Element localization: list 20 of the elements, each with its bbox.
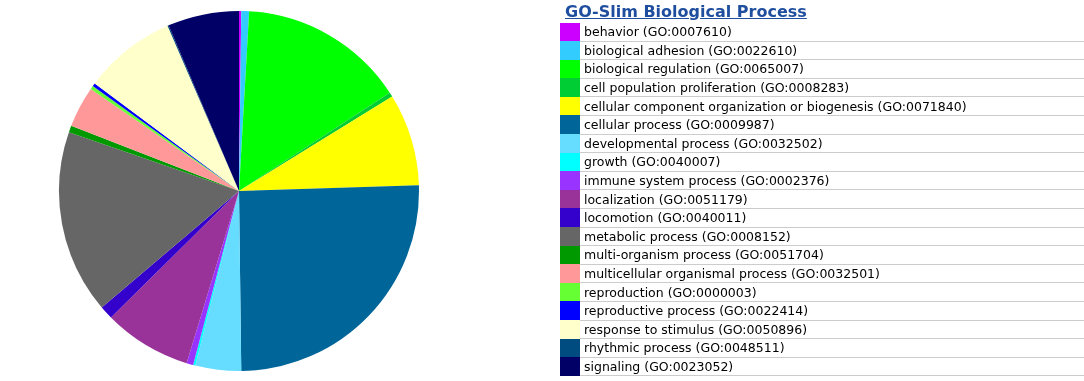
legend-label: multi-organism process (GO:0051704) [584, 247, 824, 263]
legend-label: response to stimulus (GO:0050896) [584, 321, 808, 337]
legend-label: biological adhesion (GO:0022610) [584, 42, 798, 58]
legend-label: multicellular organismal process (GO:0032501) [584, 266, 880, 282]
legend-label: rhythmic process (GO:0048511) [584, 340, 785, 356]
legend-label: reproduction (GO:0000003) [584, 284, 757, 300]
legend-label: behavior (GO:0007610) [584, 24, 732, 40]
legend-label: cellular component organization or biogenesis (GO:0071840) [584, 98, 967, 114]
legend-label: cellular process (GO:0009987) [584, 117, 775, 133]
legend-label: cell population proliferation (GO:0008283) [584, 80, 850, 96]
legend-label: locomotion (GO:0040011) [584, 210, 747, 226]
legend-label: growth (GO:0040007) [584, 154, 721, 170]
legend-label: developmental process (GO:0032502) [584, 135, 823, 151]
legend-label: signaling (GO:0023052) [584, 358, 734, 374]
legend-label: localization (GO:0051179) [584, 191, 748, 207]
chart-title: GO-Slim Biological Process [565, 2, 808, 23]
legend-label: biological regulation (GO:0065007) [584, 61, 804, 77]
legend-label: immune system process (GO:0002376) [584, 173, 830, 189]
legend-label: metabolic process (GO:0008152) [584, 228, 791, 244]
legend-label: reproductive process (GO:0022414) [584, 303, 809, 319]
